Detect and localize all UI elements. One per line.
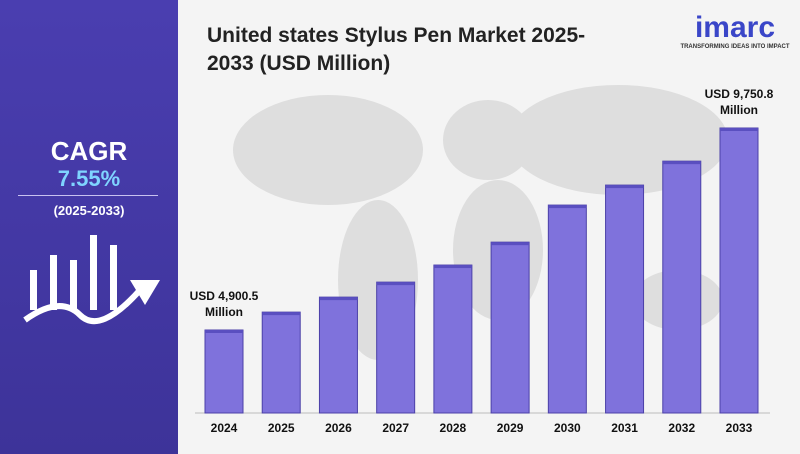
bar-top xyxy=(720,128,758,131)
value-label: USD 9,750.8 Million xyxy=(704,87,774,117)
chart-title: United states Stylus Pen Market 2025-203… xyxy=(207,24,586,75)
bar-top xyxy=(548,205,587,209)
bar xyxy=(605,184,645,414)
x-tick-label: 2027 xyxy=(382,421,409,435)
bar-top xyxy=(319,297,358,301)
x-tick-label: 2032 xyxy=(668,421,695,435)
bar xyxy=(376,281,416,414)
bar xyxy=(662,160,702,414)
bar xyxy=(261,311,301,414)
cagr-value: 7.55% xyxy=(57,166,121,191)
bar-top xyxy=(262,312,301,316)
bar-top xyxy=(662,161,701,165)
logo: imarc TRANSFORMING IDEAS INTO IMPACT xyxy=(680,11,790,51)
divider xyxy=(18,195,158,196)
x-tick-label: 2028 xyxy=(440,421,467,435)
bar-top xyxy=(433,265,472,269)
x-tick-label: 2026 xyxy=(325,421,352,435)
bar-top xyxy=(205,330,243,333)
bar xyxy=(204,329,244,414)
bar-top xyxy=(491,242,530,246)
x-tick-label: 2025 xyxy=(268,421,295,435)
sidebar: CAGR 7.55% (2025-2033) xyxy=(0,0,178,454)
bar xyxy=(547,204,587,414)
cagr-label: CAGR xyxy=(50,136,128,166)
x-tick-label: 2029 xyxy=(497,421,524,435)
x-tick-label: 2030 xyxy=(554,421,581,435)
bar xyxy=(719,127,759,414)
cagr-period: (2025-2033) xyxy=(53,203,125,218)
bar xyxy=(433,264,473,414)
x-tick-label: 2033 xyxy=(726,421,753,435)
logo-tagline: TRANSFORMING IDEAS INTO IMPACT xyxy=(680,44,790,50)
x-tick-label: 2031 xyxy=(611,421,638,435)
x-tick-label: 2024 xyxy=(211,421,238,435)
bar-top xyxy=(605,185,644,189)
value-label: USD 4,900.5 Million xyxy=(189,289,259,319)
bar xyxy=(318,296,358,414)
growth-icon xyxy=(23,235,160,325)
logo-name: imarc xyxy=(694,11,776,44)
bar-top xyxy=(376,282,415,286)
bar xyxy=(490,241,530,414)
